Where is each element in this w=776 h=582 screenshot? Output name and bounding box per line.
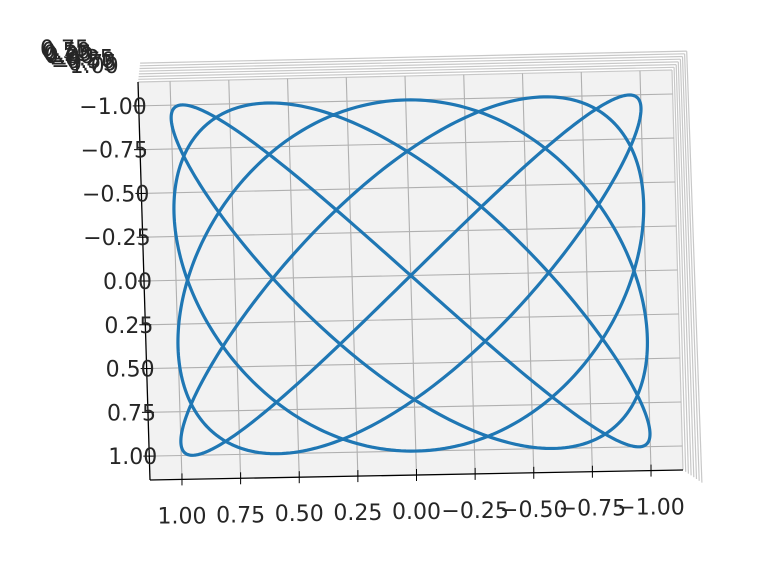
series-line xyxy=(169,93,652,457)
z-tick-label: 0.25 xyxy=(43,42,92,67)
y-tick-label: 0.50 xyxy=(106,358,155,383)
pane-edge-right xyxy=(673,67,687,472)
grid-line-y xyxy=(141,181,676,194)
y-tick-label: 0.75 xyxy=(107,401,156,426)
z-tick-label: −0.50 xyxy=(48,49,115,74)
x-tick-label: 0.00 xyxy=(392,500,441,525)
pane-edge-top xyxy=(139,58,681,72)
pane-edge-top xyxy=(138,64,677,78)
x-tick-label: −1.00 xyxy=(617,496,684,521)
x-tick-label: 0.25 xyxy=(333,501,382,526)
z-tick-label: −0.75 xyxy=(50,51,117,76)
grid-line-y xyxy=(142,225,677,238)
z-tick-label: −1.00 xyxy=(51,54,118,79)
pane-edge-right xyxy=(686,51,703,483)
pane-edge-top xyxy=(139,53,685,67)
pane-edge-right xyxy=(684,53,700,481)
x-tick-label: 0.75 xyxy=(216,503,265,528)
pane-edge-right xyxy=(677,61,692,476)
z-ticks: 0.750.500.250.00−0.25−0.50−0.75−1.00 xyxy=(40,37,119,79)
pane-edge-top xyxy=(138,61,679,75)
pane-edge-top xyxy=(140,50,687,64)
grid-line-y xyxy=(145,313,679,326)
pane-edge-top xyxy=(138,66,675,80)
grid-lines xyxy=(138,70,683,480)
x-ticks: 1.00 0.75 0.50 0.25 0.00 −0.25−0.50−0.75−1.00 xyxy=(157,464,685,529)
y-tick-label: −0.25 xyxy=(83,226,150,251)
x-tick-label: −0.50 xyxy=(500,498,567,523)
y-tick-label: −0.50 xyxy=(82,182,149,207)
grid-line-y xyxy=(147,401,682,413)
grid-line-y xyxy=(146,357,680,370)
x-tick-label: 0.50 xyxy=(275,502,324,527)
y-tick-label: −1.00 xyxy=(79,95,146,120)
pane-edge-top xyxy=(139,55,683,70)
x-tick-label: −0.25 xyxy=(441,499,508,524)
x-tick-label: 1.00 xyxy=(157,504,206,529)
y-tick-label: 0.25 xyxy=(104,314,153,339)
y-tick-label: 0.00 xyxy=(103,270,152,295)
z-tick-label: −0.25 xyxy=(46,47,113,72)
pane-edge-right xyxy=(675,64,689,474)
z-tick-label: 0.50 xyxy=(42,39,91,64)
pane-edge-right xyxy=(679,59,695,478)
y-tick-label: 1.00 xyxy=(108,445,157,470)
z-tick-label: 0.00 xyxy=(45,44,94,69)
pane-edge-right xyxy=(681,56,698,480)
grid-line-y xyxy=(140,137,674,151)
z-tick-label: 0.75 xyxy=(40,37,89,62)
x-tick-label: −0.75 xyxy=(559,497,626,522)
side-pane-edges xyxy=(137,50,703,483)
y-ticks: −1.00 −0.75 −0.50 −0.25 0.00 0.25 0.50 0.75 1.00 xyxy=(79,95,157,470)
y-tick-label: −0.75 xyxy=(81,139,148,164)
